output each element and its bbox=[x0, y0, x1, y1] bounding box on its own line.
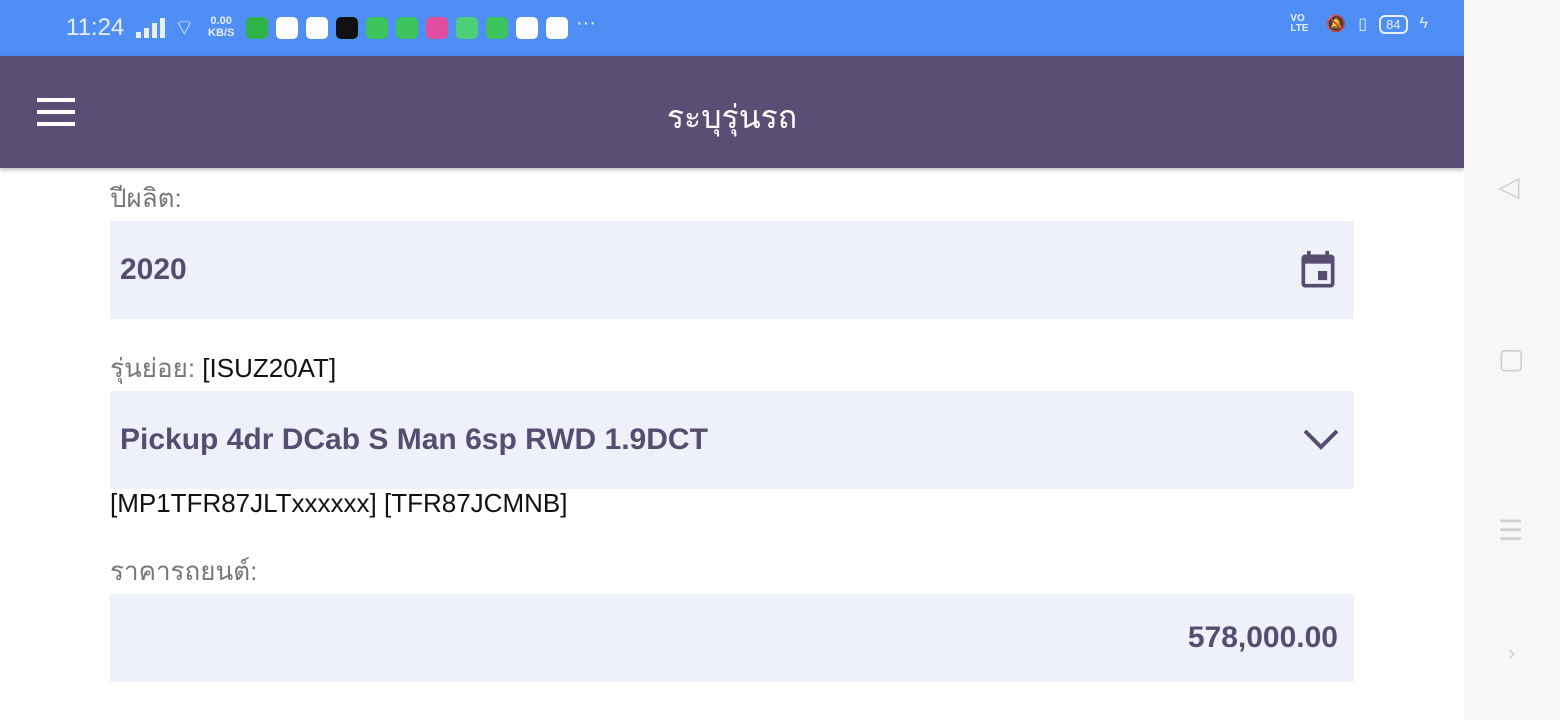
year-value: 2020 bbox=[120, 253, 187, 286]
battery-icon: 84 bbox=[1379, 14, 1408, 34]
app-notification-icon bbox=[426, 17, 448, 39]
net-speed: 0.00 KB/S bbox=[208, 15, 235, 39]
app-notification-icon bbox=[486, 17, 508, 39]
year-label: ปีผลิต: bbox=[110, 183, 182, 213]
chevron-down-icon[interactable] bbox=[1302, 427, 1340, 451]
status-bar: 11:24 ⌔ 0.00 KB/S ··· VO LTE 🔕 ▯ 84 ϟ bbox=[0, 0, 1464, 56]
notification-icons bbox=[246, 17, 568, 39]
app-notification-icon bbox=[546, 17, 568, 39]
app-notification-icon bbox=[336, 17, 358, 39]
charging-icon: ϟ bbox=[1419, 15, 1428, 32]
app-notification-icon bbox=[246, 17, 268, 39]
wifi-icon: ⌔ bbox=[174, 15, 195, 40]
price-label: ราคารถยนต์: bbox=[110, 556, 258, 586]
vehicle-codes: [MP1TFR87JLTxxxxxx] [TFR87JCMNB] bbox=[110, 488, 568, 518]
vibrate-icon: ▯ bbox=[1358, 16, 1368, 33]
price-value: 578,000.00 bbox=[1187, 621, 1338, 654]
calendar-icon[interactable] bbox=[1296, 249, 1340, 293]
signal-icon bbox=[136, 18, 165, 38]
app-notification-icon bbox=[516, 17, 538, 39]
recents-icon[interactable]: ☰ bbox=[1498, 515, 1524, 546]
app-notification-icon bbox=[366, 17, 388, 39]
submodel-label: รุ่นย่อย: [ISUZ20AT] bbox=[110, 353, 337, 383]
year-field[interactable]: 2020 bbox=[110, 221, 1354, 319]
app-notification-icon bbox=[276, 17, 298, 39]
price-field[interactable]: 578,000.00 bbox=[110, 594, 1354, 682]
volte-icon: VO LTE bbox=[1290, 13, 1309, 34]
app-notification-icon bbox=[456, 17, 478, 39]
submodel-value: Pickup 4dr DCab S Man 6sp RWD 1.9DCT bbox=[120, 423, 708, 456]
expand-icon[interactable]: › bbox=[1508, 640, 1516, 665]
navigation-bar: ◁ ▢ ☰ › bbox=[1464, 0, 1560, 720]
mute-vibrate-icon: 🔕 bbox=[1326, 16, 1347, 33]
back-icon[interactable]: ◁ bbox=[1498, 171, 1520, 202]
app-notification-icon bbox=[396, 17, 418, 39]
submodel-dropdown[interactable]: Pickup 4dr DCab S Man 6sp RWD 1.9DCT bbox=[110, 391, 1354, 489]
clock: 11:24 bbox=[66, 14, 125, 41]
home-icon[interactable]: ▢ bbox=[1498, 343, 1525, 374]
app-bar: ระบุรุ่นรถ bbox=[0, 56, 1464, 168]
page-title: ระบุรุ่นรถ bbox=[666, 99, 798, 135]
more-icon: ··· bbox=[576, 12, 596, 34]
menu-icon[interactable] bbox=[37, 98, 75, 134]
app-notification-icon bbox=[306, 17, 328, 39]
